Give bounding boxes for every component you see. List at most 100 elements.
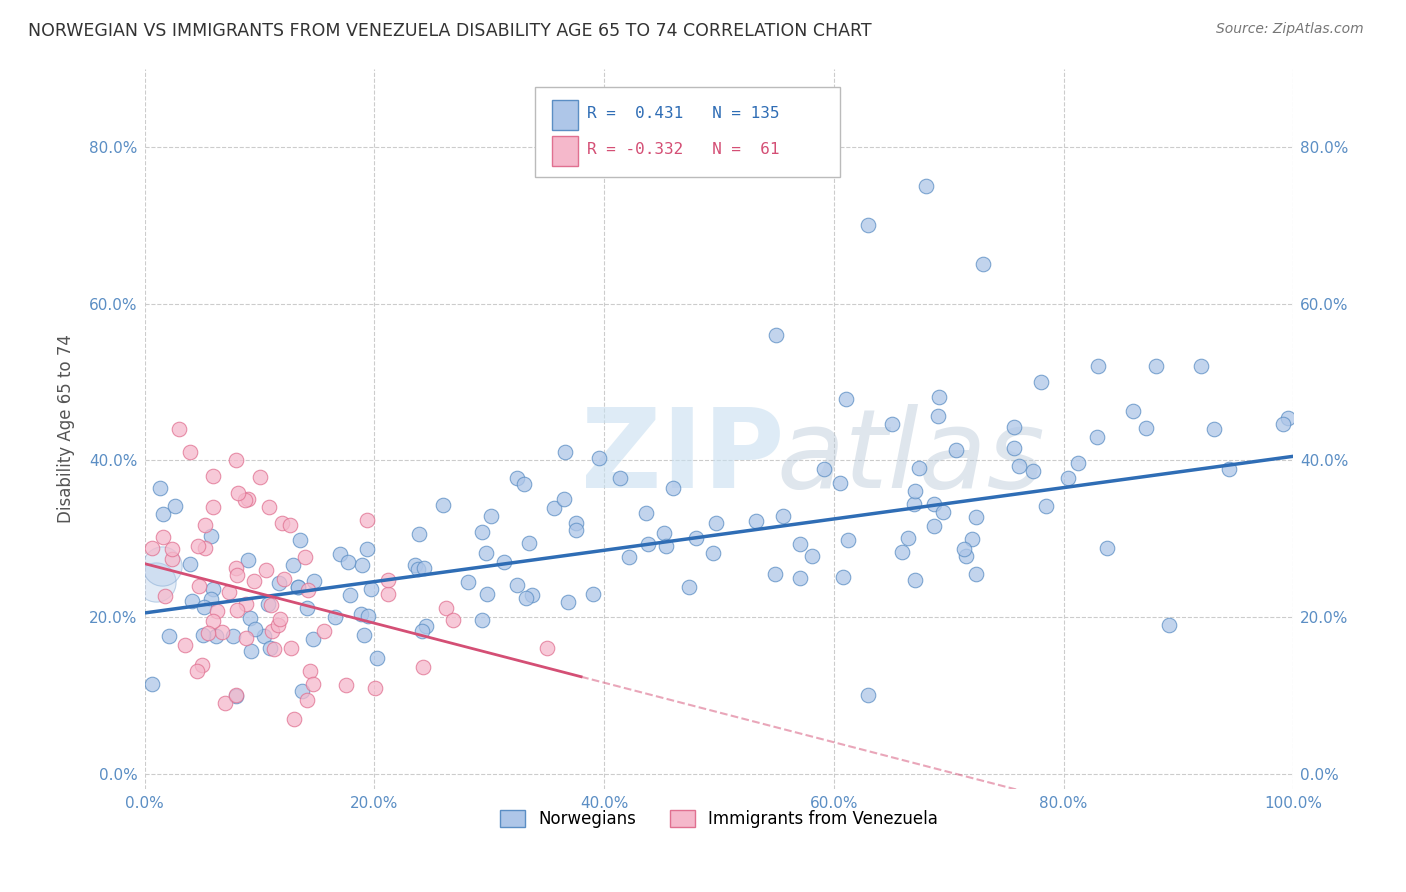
Point bbox=[259, 640, 281, 655]
Point bbox=[377, 587, 399, 601]
Point bbox=[536, 641, 558, 656]
Text: R =  0.431   N = 135: R = 0.431 N = 135 bbox=[586, 106, 779, 121]
Point bbox=[880, 417, 903, 432]
Point bbox=[1218, 462, 1240, 476]
Point bbox=[269, 576, 291, 591]
Point bbox=[174, 638, 197, 652]
Point bbox=[226, 567, 249, 582]
Point bbox=[678, 580, 700, 594]
Bar bbox=[553, 100, 578, 129]
Point bbox=[441, 613, 464, 627]
Point bbox=[413, 561, 436, 575]
Point bbox=[243, 574, 266, 588]
Point bbox=[557, 595, 579, 609]
Point bbox=[763, 567, 786, 582]
Point bbox=[304, 574, 326, 588]
Point bbox=[835, 392, 858, 406]
Point bbox=[336, 555, 359, 569]
Point bbox=[972, 257, 994, 271]
Point bbox=[222, 628, 245, 642]
Point bbox=[1277, 410, 1299, 425]
Point bbox=[565, 523, 588, 537]
Point bbox=[281, 558, 304, 572]
Point bbox=[269, 612, 291, 626]
Point bbox=[160, 541, 183, 556]
Point bbox=[181, 594, 204, 608]
Point bbox=[262, 624, 284, 639]
Point bbox=[479, 509, 502, 524]
Point bbox=[404, 558, 426, 572]
Point bbox=[364, 681, 387, 696]
Point bbox=[153, 589, 176, 603]
Point bbox=[704, 516, 727, 531]
Point bbox=[257, 500, 280, 514]
Point bbox=[167, 422, 190, 436]
Point bbox=[193, 600, 215, 615]
Point bbox=[897, 531, 920, 545]
Point bbox=[271, 516, 294, 530]
Point bbox=[297, 693, 319, 707]
Point bbox=[1144, 359, 1167, 374]
Point bbox=[352, 558, 374, 572]
Point bbox=[295, 600, 318, 615]
Point bbox=[263, 642, 285, 657]
Point bbox=[832, 570, 855, 584]
Point bbox=[205, 603, 228, 617]
Text: atlas: atlas bbox=[776, 404, 1045, 511]
Point bbox=[1022, 464, 1045, 478]
Point bbox=[1191, 359, 1213, 374]
Point bbox=[565, 516, 588, 530]
Point bbox=[356, 513, 378, 527]
Point bbox=[357, 608, 380, 623]
Point bbox=[225, 688, 247, 702]
Point bbox=[1029, 375, 1052, 389]
Point bbox=[200, 591, 222, 606]
Point bbox=[475, 546, 498, 560]
Point bbox=[515, 591, 537, 605]
Point bbox=[903, 484, 925, 499]
Point bbox=[1002, 419, 1025, 434]
Point bbox=[471, 613, 494, 627]
Text: R = -0.332   N =  61: R = -0.332 N = 61 bbox=[586, 143, 779, 158]
Point bbox=[1002, 441, 1025, 455]
Point bbox=[202, 468, 225, 483]
Point bbox=[1095, 541, 1118, 555]
Point bbox=[141, 677, 163, 691]
Point bbox=[904, 573, 927, 587]
Point bbox=[197, 625, 219, 640]
Point bbox=[828, 475, 851, 490]
Point bbox=[1271, 417, 1294, 432]
Point bbox=[477, 587, 499, 601]
Point bbox=[617, 550, 640, 565]
Point bbox=[201, 614, 224, 628]
Point bbox=[1159, 618, 1181, 632]
Point bbox=[609, 471, 631, 485]
Point bbox=[297, 582, 319, 597]
Point bbox=[637, 537, 659, 551]
Point bbox=[513, 476, 536, 491]
Point bbox=[214, 696, 236, 710]
Point bbox=[200, 529, 222, 543]
Point bbox=[1085, 430, 1108, 444]
Point bbox=[238, 611, 260, 625]
Point bbox=[366, 651, 388, 665]
Point bbox=[662, 482, 685, 496]
Point bbox=[145, 574, 167, 589]
Text: Source: ZipAtlas.com: Source: ZipAtlas.com bbox=[1216, 22, 1364, 37]
Point bbox=[928, 390, 950, 404]
Point bbox=[1066, 456, 1088, 470]
Point bbox=[553, 491, 575, 506]
Point bbox=[1204, 422, 1226, 436]
Point bbox=[339, 588, 361, 602]
Point bbox=[685, 531, 707, 545]
Point bbox=[1087, 359, 1109, 374]
Point bbox=[945, 443, 967, 458]
Point bbox=[329, 548, 352, 562]
Point bbox=[506, 470, 529, 484]
Point bbox=[191, 657, 214, 672]
Point bbox=[335, 677, 357, 691]
Point bbox=[772, 508, 794, 523]
Point bbox=[801, 549, 824, 563]
Point bbox=[267, 618, 290, 632]
Point bbox=[254, 563, 277, 577]
